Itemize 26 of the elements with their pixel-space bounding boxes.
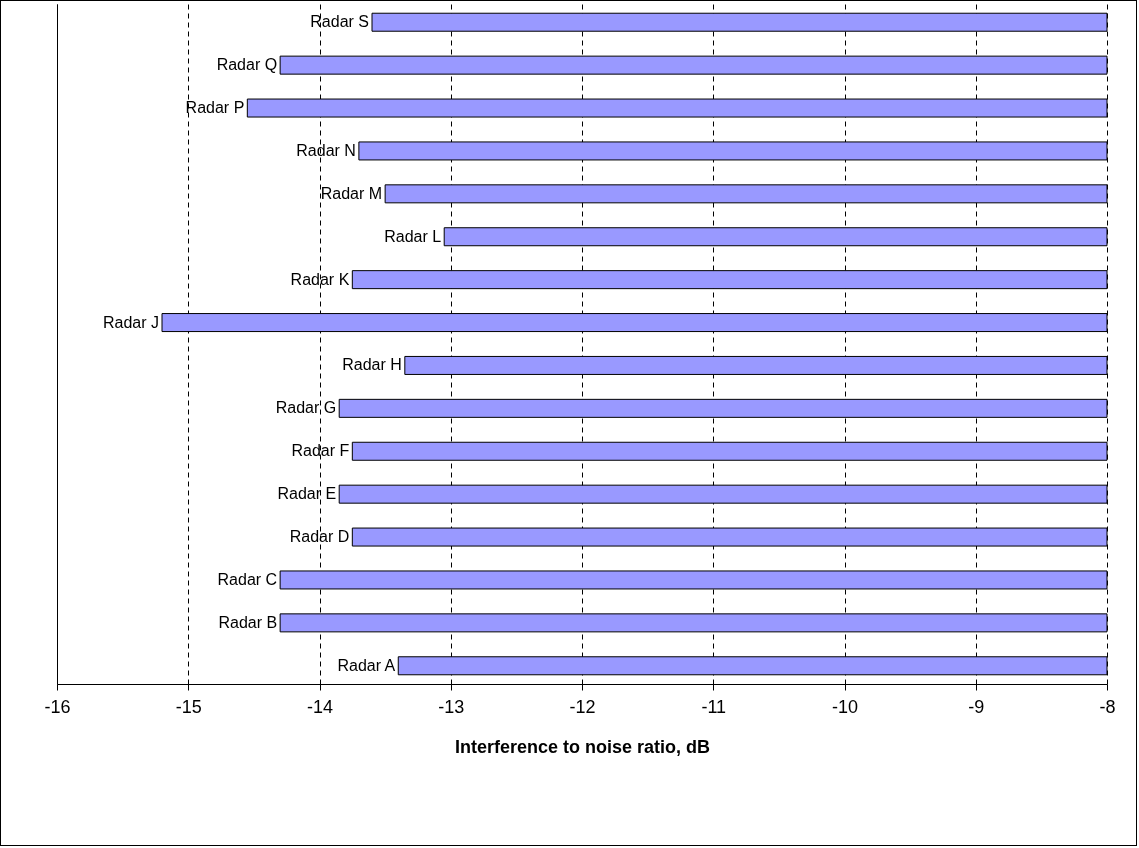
y-tick-label: Radar P xyxy=(185,99,245,117)
y-tick-label: Radar C xyxy=(217,570,278,588)
x-tick-label: -10 xyxy=(831,696,859,717)
y-tick-label: Radar K xyxy=(290,270,350,288)
x-tick-label: -13 xyxy=(438,696,465,717)
x-tick-label: -9 xyxy=(968,696,985,717)
x-tick-label: -8 xyxy=(1099,696,1116,717)
y-tick-label: Radar Q xyxy=(216,56,278,74)
y-tick-label: Radar L xyxy=(384,227,442,245)
y-tick-label: Radar S xyxy=(310,13,369,31)
y-tick-label: Radar E xyxy=(277,485,337,503)
x-axis-title: Interference to noise ratio, dB xyxy=(454,736,711,757)
y-tick-label: Radar B xyxy=(218,613,278,631)
y-tick-label: Radar N xyxy=(296,141,356,159)
y-tick-label: Radar D xyxy=(289,528,350,546)
x-tick-label: -11 xyxy=(701,696,727,717)
y-tick-label: Radar M xyxy=(320,184,383,202)
x-tick-label: -16 xyxy=(44,696,71,717)
y-tick-label: Radar J xyxy=(102,313,159,331)
y-tick-label: Radar G xyxy=(275,399,337,417)
y-tick-label: Radar A xyxy=(337,656,396,674)
x-tick-label: -14 xyxy=(306,696,334,717)
y-tick-label: Radar H xyxy=(342,356,402,374)
x-tick-label: -15 xyxy=(175,696,202,717)
y-tick-label: Radar F xyxy=(291,442,350,460)
x-tick-label: -12 xyxy=(569,696,596,717)
